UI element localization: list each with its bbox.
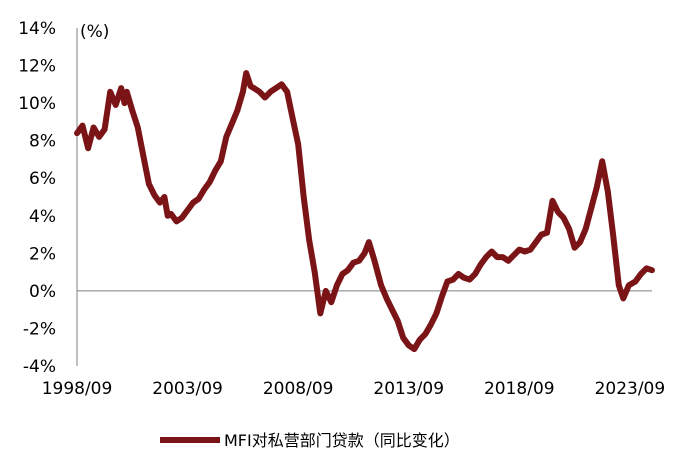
y-tick-label: 4%: [29, 207, 56, 227]
x-tick-label: 2003/09: [152, 379, 223, 399]
legend: MFI对私营部门贷款（同比变化）: [160, 431, 460, 450]
legend-label: MFI对私营部门贷款（同比变化）: [224, 431, 460, 450]
y-tick-label: 2%: [29, 244, 56, 264]
y-tick-label: 10%: [18, 94, 56, 114]
y-tick-label: 6%: [29, 169, 56, 189]
y-axis-ticks: 14% 12% 10% 8% 6% 4% 2% 0% -2% -4%: [18, 19, 56, 377]
y-tick-label: 0%: [29, 282, 56, 302]
unit-label: (%): [80, 22, 109, 42]
y-tick-label: 14%: [18, 19, 56, 39]
y-tick-label: -4%: [23, 357, 56, 377]
x-tick-label: 2023/09: [595, 379, 666, 399]
x-tick-label: 2018/09: [484, 379, 555, 399]
series-line: [74, 70, 655, 353]
x-tick-label: 2013/09: [373, 379, 444, 399]
x-axis-ticks: 1998/09 2003/09 2008/09 2013/09 2018/09 2023/…: [42, 379, 666, 399]
y-tick-label: -2%: [23, 319, 56, 339]
y-tick-label: 12%: [18, 57, 56, 77]
y-tick-label: 8%: [29, 132, 56, 152]
x-tick-label: 1998/09: [42, 379, 113, 399]
series-layer: [74, 70, 655, 353]
x-tick-label: 2008/09: [263, 379, 334, 399]
